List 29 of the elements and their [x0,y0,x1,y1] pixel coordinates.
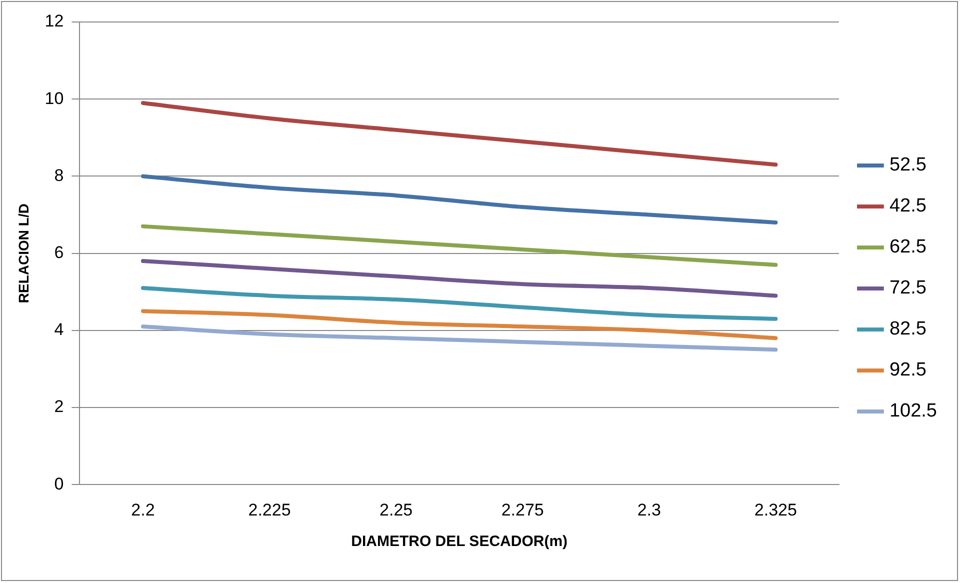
legend-label: 82.5 [889,318,926,340]
y-tick-label: 10 [44,88,64,108]
x-tick-label: 2.325 [754,500,797,520]
line-series [140,100,778,167]
x-axis-title: DIAMETRO DEL SECADOR(m) [351,533,568,550]
y-tick-label: 2 [54,397,64,416]
legend-label: 52.5 [889,154,926,176]
x-tick-label: 2.275 [501,500,544,520]
legend-label: 102.5 [889,400,937,422]
x-tick-label: 2.25 [380,500,413,520]
legend-label: 92.5 [889,360,926,381]
line-series [140,309,778,340]
x-tick-label: 2.3 [637,500,661,520]
line-series [140,324,778,352]
x-tick-label: 2.2 [131,500,155,520]
line-series [140,224,778,267]
y-tick-label: 4 [54,320,64,340]
y-tick-label: 12 [44,12,64,31]
line-series [140,286,778,321]
x-tick-label: 2.225 [248,500,291,520]
y-tick-label: 8 [54,166,64,185]
line-series [140,259,778,298]
y-tick-label: 6 [54,242,64,262]
line-series [140,174,778,224]
legend-label: 72.5 [889,278,926,299]
legend-label: 62.5 [889,236,926,258]
legend-label: 42.5 [889,196,926,217]
y-axis-title: RELACION L/D [15,204,32,304]
y-tick-label: 0 [54,474,64,494]
